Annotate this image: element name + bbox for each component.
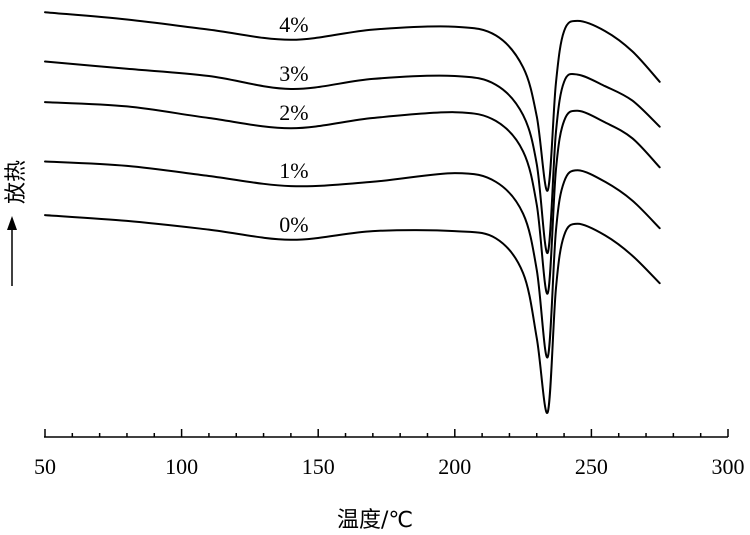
series-line <box>44 60 661 254</box>
series-label: 1% <box>279 158 308 183</box>
series-label: 0% <box>279 212 308 237</box>
x-tick-label: 200 <box>438 454 471 479</box>
series-label: 4% <box>279 12 308 37</box>
series-label: 3% <box>279 61 308 86</box>
y-axis-title: 放热 <box>4 160 29 204</box>
series-line <box>44 160 661 359</box>
x-tick-label: 250 <box>575 454 608 479</box>
x-tick-label: 150 <box>302 454 335 479</box>
curves-group <box>44 11 661 414</box>
x-tick-label: 100 <box>165 454 198 479</box>
series-line <box>44 11 661 192</box>
x-axis-ticks <box>44 429 729 437</box>
x-tick-label: 50 <box>34 454 56 479</box>
series-label: 2% <box>279 100 308 125</box>
x-axis-title: 温度/℃ <box>337 508 413 533</box>
x-tick-label: 300 <box>712 454 745 479</box>
series-labels-group: 4% 3% 2% 1% 0% <box>279 12 308 237</box>
series-line <box>44 101 661 295</box>
x-axis-tick-labels: 50 100 150 200 250 300 <box>34 454 745 479</box>
series-line <box>44 214 661 414</box>
arrow-up-icon <box>7 216 17 230</box>
y-axis-title-group: 放热 <box>4 160 29 286</box>
